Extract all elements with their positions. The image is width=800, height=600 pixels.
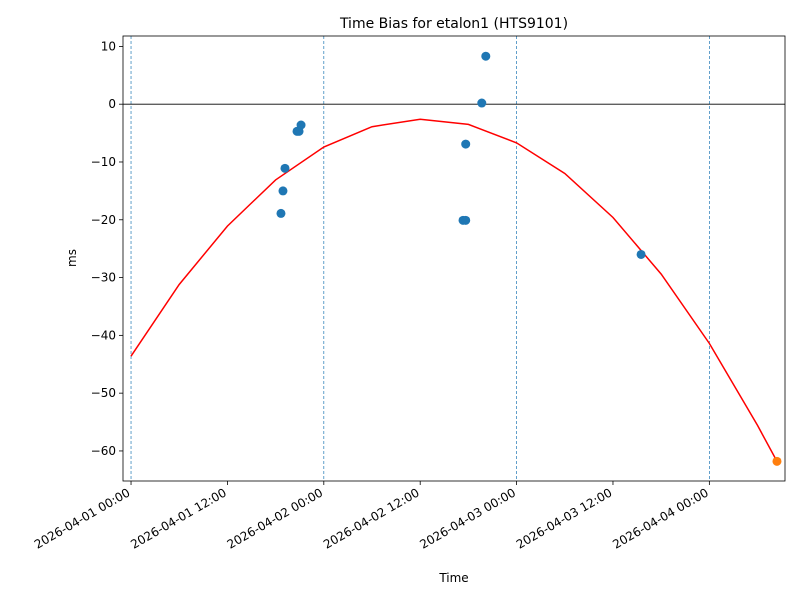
y-axis-label: ms	[65, 249, 79, 267]
y-tick-label: −30	[91, 271, 116, 285]
data-point	[461, 139, 471, 149]
y-tick-label: −10	[91, 155, 116, 169]
data-point	[278, 186, 288, 196]
fit-curve	[130, 118, 778, 462]
x-axis-label: Time	[438, 571, 468, 585]
plot-frame	[122, 35, 786, 482]
data-point	[481, 51, 491, 61]
data-point	[276, 208, 286, 218]
data-point	[636, 249, 646, 259]
y-tick-label: −20	[91, 213, 116, 227]
y-tick-label: −60	[91, 444, 116, 458]
data-point	[296, 120, 306, 130]
chart-title: Time Bias for etalon1 (HTS9101)	[339, 16, 568, 32]
y-tick-label: −50	[91, 386, 116, 400]
y-tick-label: 10	[101, 39, 116, 53]
data-point	[461, 215, 471, 225]
y-tick-label: 0	[108, 97, 116, 111]
data-point	[280, 163, 290, 173]
data-point	[772, 456, 782, 466]
data-point	[477, 98, 487, 108]
y-tick-label: −40	[91, 328, 116, 342]
